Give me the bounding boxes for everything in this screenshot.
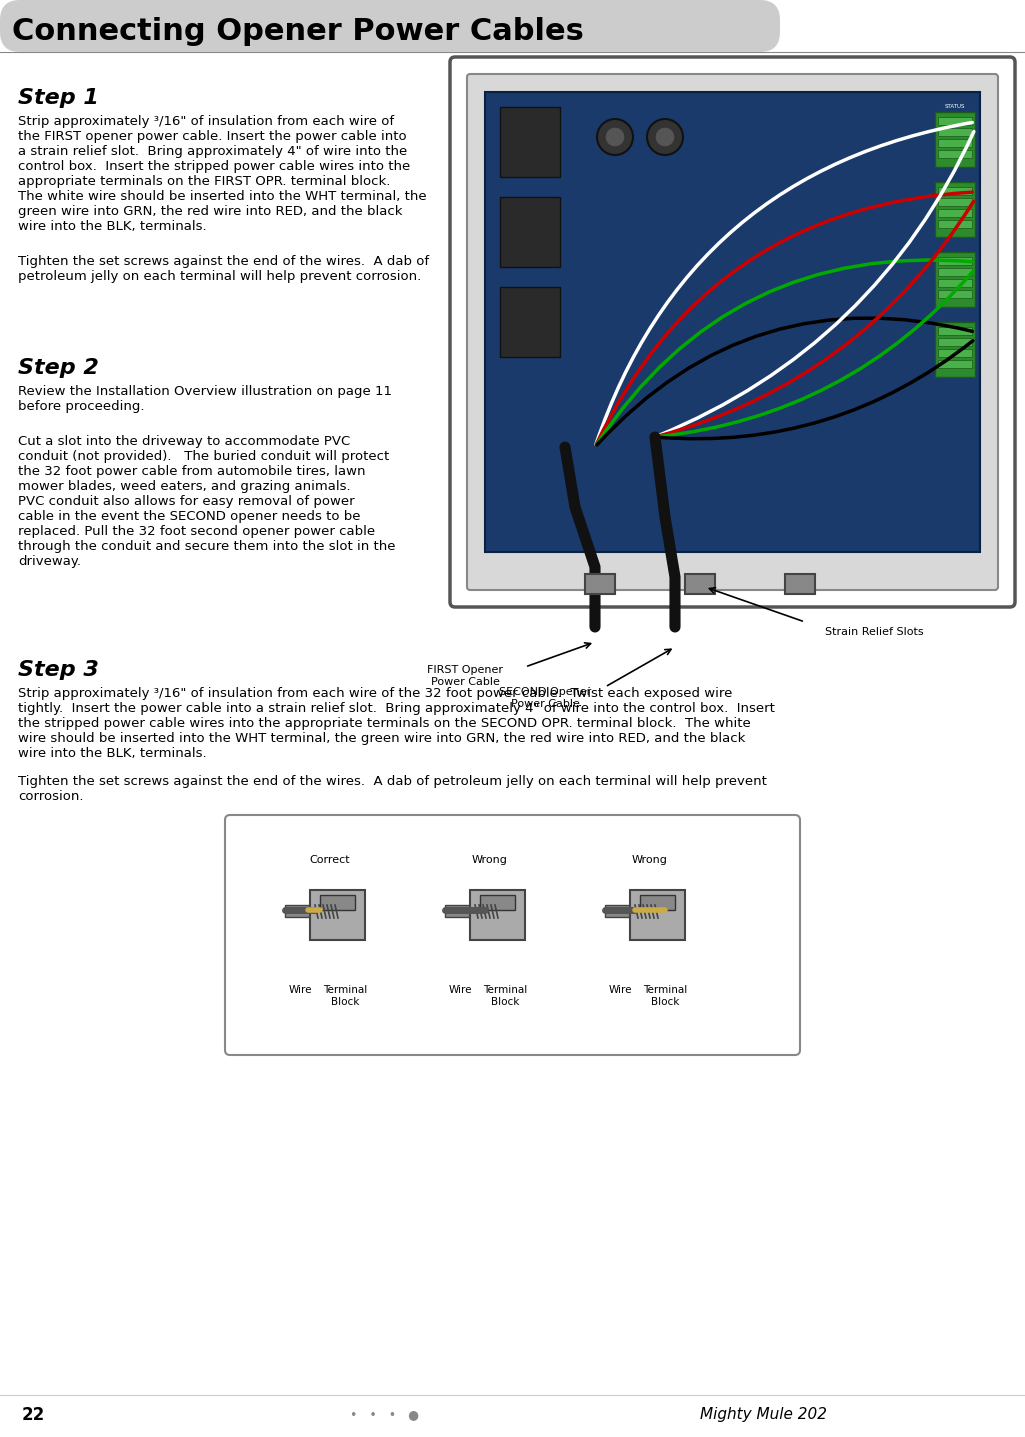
Bar	[938, 279, 972, 287]
Bar	[935, 182, 975, 237]
Text: Tighten the set screws against the end of the wires.  A dab of
petroleum jelly o: Tighten the set screws against the end o…	[18, 254, 429, 283]
Bar	[470, 890, 525, 940]
Text: Wrong: Wrong	[473, 855, 508, 865]
Text: Wire: Wire	[448, 984, 472, 994]
Bar	[938, 149, 972, 158]
Bar	[320, 895, 355, 910]
Bar	[480, 895, 515, 910]
Text: Strip approximately ³/16" of insulation from each wire of the 32 foot power cabl: Strip approximately ³/16" of insulation …	[18, 687, 775, 760]
Bar	[938, 328, 972, 335]
Bar	[938, 198, 972, 205]
Bar	[938, 128, 972, 137]
Text: Review the Installation Overview illustration on page 11
before proceeding.: Review the Installation Overview illustr…	[18, 385, 392, 412]
Circle shape	[647, 119, 683, 155]
Bar	[938, 349, 972, 356]
FancyBboxPatch shape	[450, 57, 1015, 606]
Text: Terminal
Block: Terminal Block	[643, 984, 687, 1006]
Text: 22: 22	[22, 1405, 45, 1424]
Bar	[640, 895, 675, 910]
Text: Step 2: Step 2	[18, 358, 98, 378]
Text: Terminal
Block: Terminal Block	[483, 984, 527, 1006]
Bar	[938, 338, 972, 346]
Bar	[630, 890, 685, 940]
Text: Wire: Wire	[288, 984, 312, 994]
Text: Mighty Mule 202: Mighty Mule 202	[700, 1407, 827, 1423]
Bar	[935, 251, 975, 308]
Text: FIRST Opener
Power Cable: FIRST Opener Power Cable	[427, 665, 503, 687]
Text: Terminal
Block: Terminal Block	[323, 984, 367, 1006]
Text: Wire: Wire	[608, 984, 631, 994]
Text: Tighten the set screws against the end of the wires.  A dab of petroleum jelly o: Tighten the set screws against the end o…	[18, 775, 767, 803]
Text: Strain Relief Slots: Strain Relief Slots	[825, 627, 924, 637]
Bar	[585, 573, 615, 593]
Bar	[938, 290, 972, 297]
Bar	[935, 322, 975, 376]
Text: SECOND Opener
Power Cable: SECOND Opener Power Cable	[499, 687, 591, 708]
Bar	[785, 573, 815, 593]
Bar	[500, 287, 560, 356]
Text: Correct: Correct	[310, 855, 351, 865]
Circle shape	[655, 126, 675, 147]
Text: Connecting Opener Power Cables: Connecting Opener Power Cables	[12, 17, 584, 46]
Circle shape	[605, 126, 625, 147]
Text: Step 1: Step 1	[18, 88, 98, 108]
Bar	[938, 267, 972, 276]
Text: Wrong: Wrong	[632, 855, 668, 865]
Text: •   •   •   ●: • • • ●	[350, 1408, 419, 1421]
Bar	[605, 905, 640, 917]
Bar	[938, 220, 972, 228]
Bar	[500, 197, 560, 267]
Bar	[938, 187, 972, 195]
Text: Strip approximately ³/16" of insulation from each wire of
the FIRST opener power: Strip approximately ³/16" of insulation …	[18, 115, 426, 233]
FancyBboxPatch shape	[226, 815, 800, 1055]
Bar	[938, 208, 972, 217]
Bar	[938, 361, 972, 368]
Text: Cut a slot into the driveway to accommodate PVC
conduit (not provided).   The bu: Cut a slot into the driveway to accommod…	[18, 435, 396, 568]
FancyBboxPatch shape	[467, 73, 998, 591]
Bar	[310, 890, 365, 940]
Bar	[485, 92, 980, 552]
Bar	[285, 905, 320, 917]
Bar	[938, 116, 972, 125]
Circle shape	[597, 119, 633, 155]
Bar	[445, 905, 480, 917]
Bar	[938, 139, 972, 147]
Bar	[500, 106, 560, 177]
Text: Step 3: Step 3	[18, 660, 98, 680]
FancyBboxPatch shape	[0, 0, 780, 52]
Bar	[938, 257, 972, 264]
Bar	[935, 112, 975, 167]
Bar	[685, 573, 715, 593]
Text: STATUS: STATUS	[945, 103, 966, 109]
